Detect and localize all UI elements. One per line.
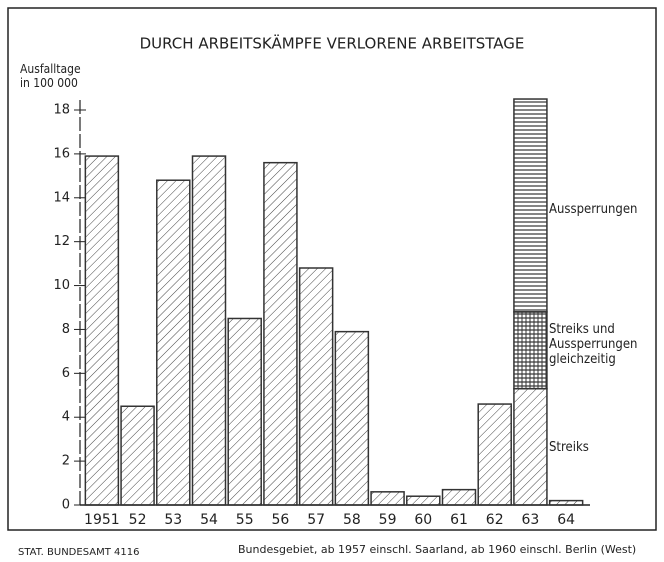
y-tick-label: 12	[53, 234, 70, 249]
y-tick-label: 6	[62, 366, 70, 381]
bar-segment	[191, 155, 227, 506]
legend-label: Streiks	[549, 440, 589, 455]
bar-segment	[548, 499, 584, 506]
frame	[7, 7, 657, 531]
y-axis-label: Ausfalltage in 100 000	[20, 62, 81, 90]
x-tick-label: 53	[164, 512, 182, 528]
bar-segment	[441, 488, 477, 506]
bar-segment	[156, 179, 191, 506]
x-tick-label: 63	[522, 512, 540, 528]
bar-segment	[513, 311, 548, 390]
x-tick-label: 59	[379, 512, 397, 528]
bar-segment	[370, 491, 405, 506]
y-tick-label: 14	[53, 190, 70, 205]
bar-segment	[334, 330, 370, 506]
legend-label: Aussperrungen	[549, 202, 638, 217]
x-tick-label: 54	[200, 512, 218, 528]
x-tick-label: 1951	[84, 512, 120, 528]
x-tick-label: 56	[272, 512, 290, 528]
y-tick-label: 8	[62, 322, 70, 337]
bar-segment	[298, 267, 334, 506]
bar-segment	[513, 98, 548, 313]
x-tick-label: 58	[343, 512, 361, 528]
legend-label: Streiks und Aussperrungen gleichzeitig	[549, 322, 638, 367]
x-tick-label: 55	[236, 512, 254, 528]
y-tick-label: 16	[53, 146, 70, 161]
bar-segment	[513, 387, 548, 506]
bar-segment	[406, 495, 441, 506]
bar-segment	[120, 405, 155, 506]
bar-segment	[263, 161, 298, 506]
x-tick-label: 61	[450, 512, 468, 528]
x-tick-label: 64	[557, 512, 575, 528]
bar-segment	[227, 317, 262, 506]
x-tick-label: 60	[414, 512, 432, 528]
note: Bundesgebiet, ab 1957 einschl. Saarland,…	[238, 543, 636, 556]
y-tick-label: 4	[62, 410, 70, 425]
source: STAT. BUNDESAMT 4116	[18, 547, 139, 558]
y-tick-label: 2	[62, 454, 70, 469]
x-tick-label: 62	[486, 512, 504, 528]
chart-title: DURCH ARBEITSKÄMPFE VERLORENE ARBEITSTAG…	[140, 34, 525, 53]
bar-segment	[84, 155, 120, 506]
y-tick-label: 10	[53, 278, 70, 293]
x-tick-label: 52	[129, 512, 147, 528]
bar-segment	[477, 403, 512, 506]
y-tick-label: 0	[62, 498, 70, 513]
x-tick-label: 57	[307, 512, 325, 528]
y-tick-label: 18	[53, 103, 70, 118]
